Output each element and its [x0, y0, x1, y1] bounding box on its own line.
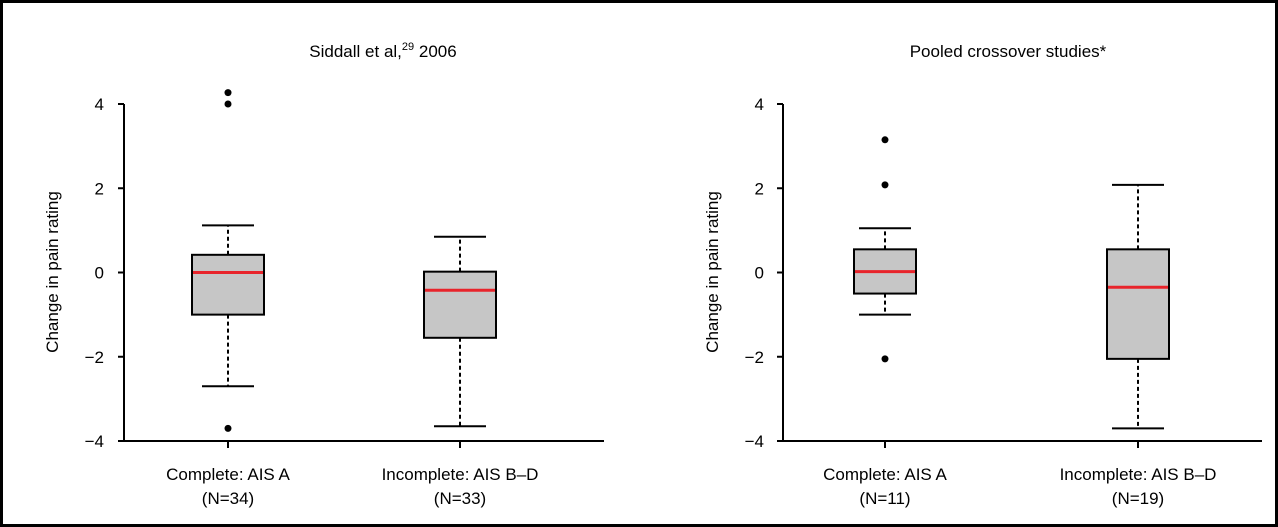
box-group: Complete: AIS A (N=11) — [823, 136, 948, 508]
x-category-label: Incomplete: AIS B–D — [382, 465, 539, 484]
x-category-label: Incomplete: AIS B–D — [1060, 465, 1217, 484]
x-category-label: Complete: AIS A — [823, 465, 947, 484]
iqr-box — [423, 270, 497, 339]
outlier-point — [224, 89, 232, 97]
outlier-point — [881, 181, 889, 189]
y-tick-label: −4 — [85, 432, 104, 451]
iqr-box — [1106, 248, 1170, 360]
box-group: Incomplete: AIS B–D (N=33) — [382, 235, 539, 508]
y-axis-label: Change in pain rating — [43, 191, 62, 353]
outlier-point — [224, 424, 232, 432]
panel-pooled: Pooled crossover studies* Change in pain… — [703, 42, 1262, 508]
x-category-n-label: (N=34) — [202, 489, 254, 508]
box-group: Complete: AIS A (N=34) — [166, 89, 291, 508]
outlier-point — [881, 355, 889, 363]
x-category-label: Complete: AIS A — [166, 465, 290, 484]
outlier-point — [881, 136, 889, 144]
y-tick-label: −2 — [745, 348, 764, 367]
x-category-n-label: (N=19) — [1112, 489, 1164, 508]
y-tick-label: 2 — [95, 179, 104, 198]
y-tick-label: 4 — [95, 95, 104, 114]
y-tick-label: −2 — [85, 348, 104, 367]
y-tick-label: 0 — [95, 264, 104, 283]
y-tick-label: −4 — [745, 432, 764, 451]
iqr-box — [191, 253, 265, 316]
chart-title: Siddall et al,29 2006 — [309, 41, 456, 61]
y-axis-label: Change in pain rating — [703, 191, 722, 353]
y-tick-label: 2 — [755, 179, 764, 198]
box-group: Incomplete: AIS B–D (N=19) — [1060, 183, 1217, 508]
panel-siddall: Siddall et al,29 2006 Change in pain rat… — [43, 41, 604, 508]
x-category-n-label: (N=33) — [434, 489, 486, 508]
outlier-point — [224, 100, 232, 108]
y-tick-label: 0 — [755, 264, 764, 283]
x-category-n-label: (N=11) — [859, 489, 910, 508]
y-tick-label: 4 — [755, 95, 764, 114]
chart-title: Pooled crossover studies* — [910, 42, 1107, 61]
